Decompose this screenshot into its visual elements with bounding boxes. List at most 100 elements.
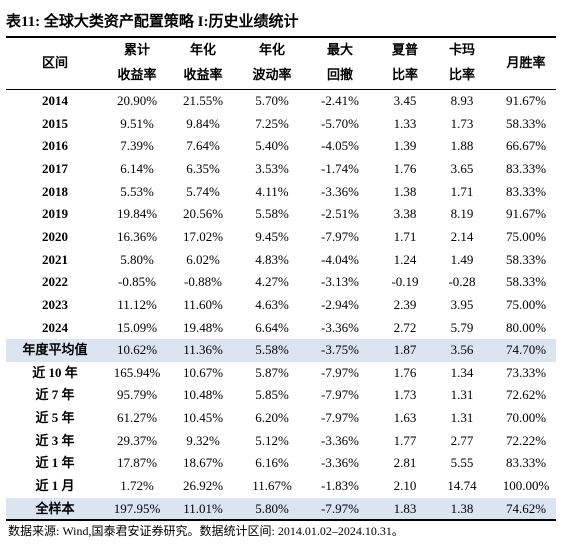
value-cell: -4.05% xyxy=(321,138,359,154)
value-cell: 5.80% xyxy=(255,500,289,516)
value-cell: 6.02% xyxy=(186,251,220,267)
value-cell: -7.97% xyxy=(321,410,359,426)
value-cell: 1.71 xyxy=(450,183,474,199)
value-cell: 14.74 xyxy=(447,478,477,494)
value-cell: 73.33% xyxy=(505,364,547,380)
row-label: 2024 xyxy=(42,319,68,335)
value-cell: 91.67% xyxy=(505,93,547,108)
value-cell: 10.62% xyxy=(116,342,158,358)
value-cell: 5.58% xyxy=(255,342,289,358)
value-cell: -3.36% xyxy=(321,455,359,471)
top-rule xyxy=(6,36,556,38)
value-cell: 5.53% xyxy=(120,183,154,199)
value-cell: 9.51% xyxy=(120,115,154,131)
value-cell: 11.36% xyxy=(183,342,223,358)
value-cell: 95.79% xyxy=(116,387,158,403)
value-cell: 5.12% xyxy=(255,432,289,448)
value-cell: 1.31 xyxy=(450,410,474,426)
row-highlight xyxy=(6,497,556,521)
value-cell: 1.73 xyxy=(450,115,474,131)
value-cell: 2.72 xyxy=(393,319,417,335)
value-cell: -7.97% xyxy=(321,364,359,380)
value-cell: 1.34 xyxy=(450,364,474,380)
row-label: 2015 xyxy=(42,115,68,131)
header-cell: 收益率 xyxy=(183,67,223,82)
value-cell: 72.22% xyxy=(505,432,547,448)
value-cell: 5.74% xyxy=(186,183,220,199)
value-cell: 5.80% xyxy=(120,251,154,267)
value-cell: 58.33% xyxy=(505,251,547,267)
value-cell: -1.83% xyxy=(321,478,359,494)
value-cell: 3.95 xyxy=(450,296,474,312)
value-cell: 3.45 xyxy=(393,93,417,108)
value-cell: 11.60% xyxy=(183,296,223,312)
row-label: 年度平均值 xyxy=(22,342,88,358)
value-cell: 29.37% xyxy=(116,432,158,448)
value-cell: 7.25% xyxy=(255,115,289,131)
value-cell: -0.85% xyxy=(118,274,156,290)
value-cell: 2.81 xyxy=(393,455,417,471)
value-cell: -2.41% xyxy=(321,93,359,108)
value-cell: 1.77 xyxy=(393,432,417,448)
header-cell: 比率 xyxy=(448,67,475,82)
row-highlight xyxy=(6,339,556,362)
header-cell: 年化 xyxy=(189,42,216,57)
value-cell: 18.67% xyxy=(182,455,224,471)
bottom-rule xyxy=(6,519,556,521)
value-cell: 3.38 xyxy=(393,206,417,222)
header-cell: 回撤 xyxy=(326,67,353,82)
row-label: 近 10 年 xyxy=(32,364,78,380)
value-cell: 80.00% xyxy=(505,319,547,335)
row-label: 近 7 年 xyxy=(35,387,75,403)
value-cell: 4.63% xyxy=(255,296,289,312)
value-cell: 75.00% xyxy=(505,296,547,312)
value-cell: 165.94% xyxy=(113,364,161,380)
header-cell: 最大 xyxy=(326,42,353,57)
value-cell: 4.27% xyxy=(255,274,289,290)
value-cell: -3.36% xyxy=(321,319,359,335)
header-cell: 比率 xyxy=(391,67,418,82)
value-cell: 1.63 xyxy=(393,410,417,426)
value-cell: 5.79 xyxy=(450,319,474,335)
value-cell: 19.48% xyxy=(182,319,224,335)
value-cell: 5.70% xyxy=(255,93,289,108)
value-cell: 5.40% xyxy=(255,138,289,154)
value-cell: -2.51% xyxy=(321,206,359,222)
value-cell: 7.64% xyxy=(186,138,220,154)
value-cell: 75.00% xyxy=(505,228,547,244)
value-cell: 6.16% xyxy=(255,455,289,471)
value-cell: 6.20% xyxy=(255,410,289,426)
value-cell: 1.76 xyxy=(393,364,417,380)
value-cell: 1.73 xyxy=(393,387,417,403)
value-cell: 10.67% xyxy=(182,364,224,380)
value-cell: 91.67% xyxy=(505,206,547,222)
value-cell: 2.10 xyxy=(393,478,417,494)
value-cell: 15.09% xyxy=(116,319,158,335)
value-cell: 6.14% xyxy=(120,160,154,176)
value-cell: 9.45% xyxy=(255,228,289,244)
value-cell: 83.33% xyxy=(505,183,547,199)
value-cell: -7.97% xyxy=(321,387,359,403)
value-cell: 66.67% xyxy=(505,138,547,154)
row-label: 2016 xyxy=(42,138,68,154)
source-note: 数据来源: Wind,国泰君安证券研究。数据统计区间: 2014.01.02–2… xyxy=(8,524,404,538)
value-cell: 100.00% xyxy=(502,478,550,494)
value-cell: 1.88 xyxy=(450,138,474,154)
value-cell: 10.48% xyxy=(182,387,224,403)
value-cell: 19.84% xyxy=(116,206,158,222)
header-cell: 累计 xyxy=(123,42,150,57)
row-label: 2022 xyxy=(42,274,68,290)
value-cell: -3.13% xyxy=(321,274,359,290)
value-cell: 83.33% xyxy=(505,455,547,471)
row-label: 2020 xyxy=(42,228,68,244)
row-label: 2023 xyxy=(42,296,68,312)
row-label: 2017 xyxy=(42,160,68,176)
header-cell: 波动率 xyxy=(252,67,292,82)
value-cell: 58.33% xyxy=(505,274,547,290)
value-cell: 2.77 xyxy=(450,432,474,448)
value-cell: 1.49 xyxy=(450,251,474,267)
value-cell: -5.70% xyxy=(321,115,359,131)
value-cell: 70.00% xyxy=(505,410,547,426)
row-label: 2019 xyxy=(42,206,68,222)
value-cell: 74.70% xyxy=(505,342,547,358)
